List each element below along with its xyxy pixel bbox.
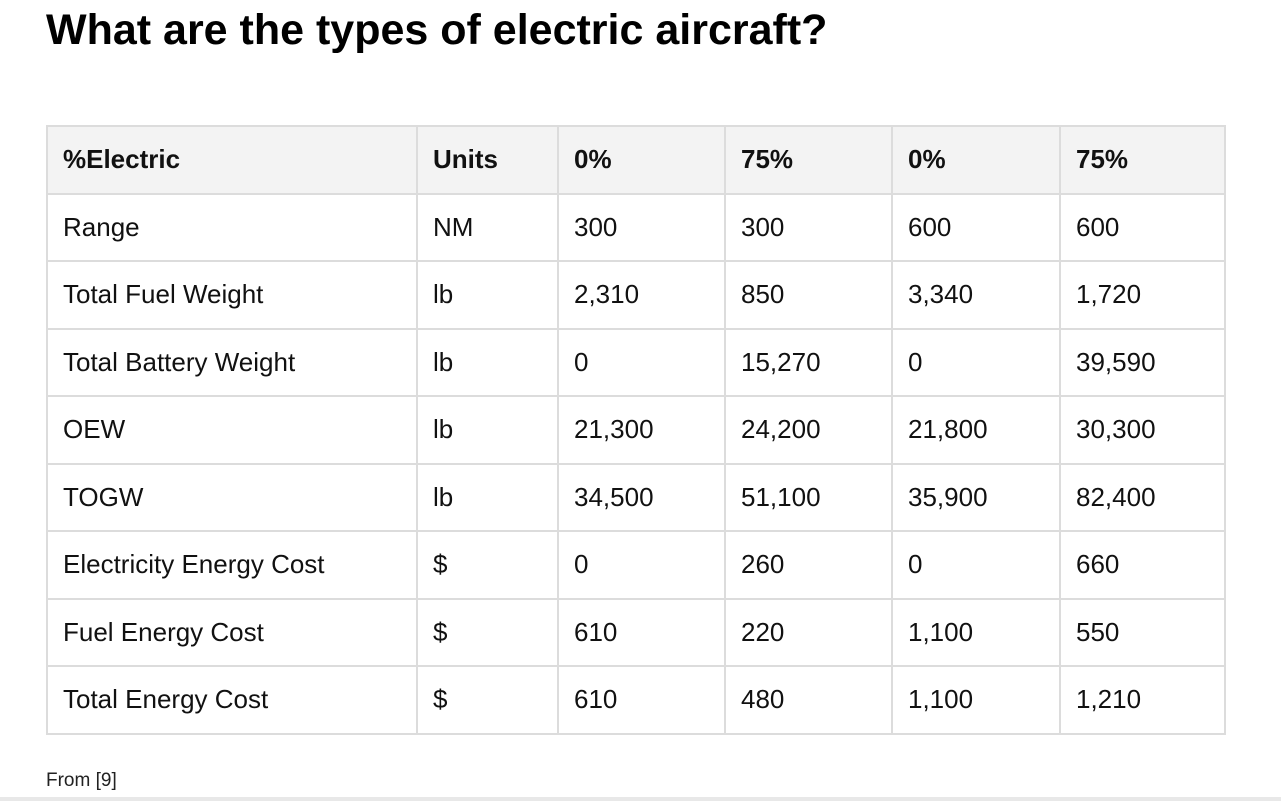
table-row: Total Fuel Weight lb 2,310 850 3,340 1,720 bbox=[46, 260, 1226, 330]
table-cell: 34,500 bbox=[557, 462, 726, 532]
table-cell: Total Energy Cost bbox=[46, 665, 418, 735]
table-cell: 2,310 bbox=[557, 260, 726, 330]
table-cell: 610 bbox=[557, 597, 726, 667]
table-row: Total Battery Weight lb 0 15,270 0 39,590 bbox=[46, 327, 1226, 397]
table-cell: 660 bbox=[1059, 530, 1226, 600]
table-cell: 550 bbox=[1059, 597, 1226, 667]
table-cell: 15,270 bbox=[724, 327, 893, 397]
table-cell: 1,100 bbox=[891, 597, 1061, 667]
table-row: TOGW lb 34,500 51,100 35,900 82,400 bbox=[46, 462, 1226, 532]
table-cell: 1,210 bbox=[1059, 665, 1226, 735]
column-header: 0% bbox=[891, 125, 1061, 195]
table-cell: 24,200 bbox=[724, 395, 893, 465]
table-cell: 220 bbox=[724, 597, 893, 667]
table-cell: 0 bbox=[891, 327, 1061, 397]
column-header: 0% bbox=[557, 125, 726, 195]
column-header: Units bbox=[416, 125, 559, 195]
table-row: Electricity Energy Cost $0 260 0 660 bbox=[46, 530, 1226, 600]
column-header: %Electric bbox=[46, 125, 418, 195]
table-cell: 21,800 bbox=[891, 395, 1061, 465]
table-cell: Fuel Energy Cost bbox=[46, 597, 418, 667]
table-cell: Total Fuel Weight bbox=[46, 260, 418, 330]
table-cell: $ bbox=[416, 597, 559, 667]
table-cell: $ bbox=[416, 665, 559, 735]
table-cell: 1,100 bbox=[891, 665, 1061, 735]
table-cell: 480 bbox=[724, 665, 893, 735]
table-cell: TOGW bbox=[46, 462, 418, 532]
table-cell: Electricity Energy Cost bbox=[46, 530, 418, 600]
table-cell: 300 bbox=[557, 192, 726, 262]
table-cell: NM bbox=[416, 192, 559, 262]
table-cell: Total Battery Weight bbox=[46, 327, 418, 397]
table-cell: 35,900 bbox=[891, 462, 1061, 532]
table-cell: 610 bbox=[557, 665, 726, 735]
table-cell: 1,720 bbox=[1059, 260, 1226, 330]
table-cell: 0 bbox=[557, 530, 726, 600]
table-cell: 51,100 bbox=[724, 462, 893, 532]
table-cell: 0 bbox=[891, 530, 1061, 600]
table-cell: 39,590 bbox=[1059, 327, 1226, 397]
table-cell: lb bbox=[416, 462, 559, 532]
footnote: From [9] bbox=[46, 770, 117, 791]
table-cell: 0 bbox=[557, 327, 726, 397]
table-cell: 300 bbox=[724, 192, 893, 262]
table-row: Fuel Energy Cost $610 220 1,100 550 bbox=[46, 597, 1226, 667]
table-cell: 600 bbox=[1059, 192, 1226, 262]
title: What are the types of electric aircraft? bbox=[46, 6, 828, 54]
table-cell: 850 bbox=[724, 260, 893, 330]
table-cell: $ bbox=[416, 530, 559, 600]
column-header: 75% bbox=[1059, 125, 1226, 195]
table-cell: 600 bbox=[891, 192, 1061, 262]
table-cell: 3,340 bbox=[891, 260, 1061, 330]
header-row: %Electric Units 0% 75% 0% 75% bbox=[46, 125, 1226, 195]
table-row: Total Energy Cost $610 480 1,100 1,210 bbox=[46, 665, 1226, 735]
bottom-bar bbox=[0, 797, 1281, 801]
table-cell: 260 bbox=[724, 530, 893, 600]
table-cell: lb bbox=[416, 260, 559, 330]
table-row: Range NM 300 300 600 600 bbox=[46, 192, 1226, 262]
table-cell: 82,400 bbox=[1059, 462, 1226, 532]
data-table: %Electric Units 0% 75% 0% 75% Range NM 300 300 60… bbox=[46, 125, 1226, 735]
table-row: OEW lb 21,300 24,200 21,800 30,300 bbox=[46, 395, 1226, 465]
table-cell: lb bbox=[416, 395, 559, 465]
table-cell: 30,300 bbox=[1059, 395, 1226, 465]
table-cell: 21,300 bbox=[557, 395, 726, 465]
table-cell: Range bbox=[46, 192, 418, 262]
column-header: 75% bbox=[724, 125, 893, 195]
table-cell: lb bbox=[416, 327, 559, 397]
table-cell: OEW bbox=[46, 395, 418, 465]
